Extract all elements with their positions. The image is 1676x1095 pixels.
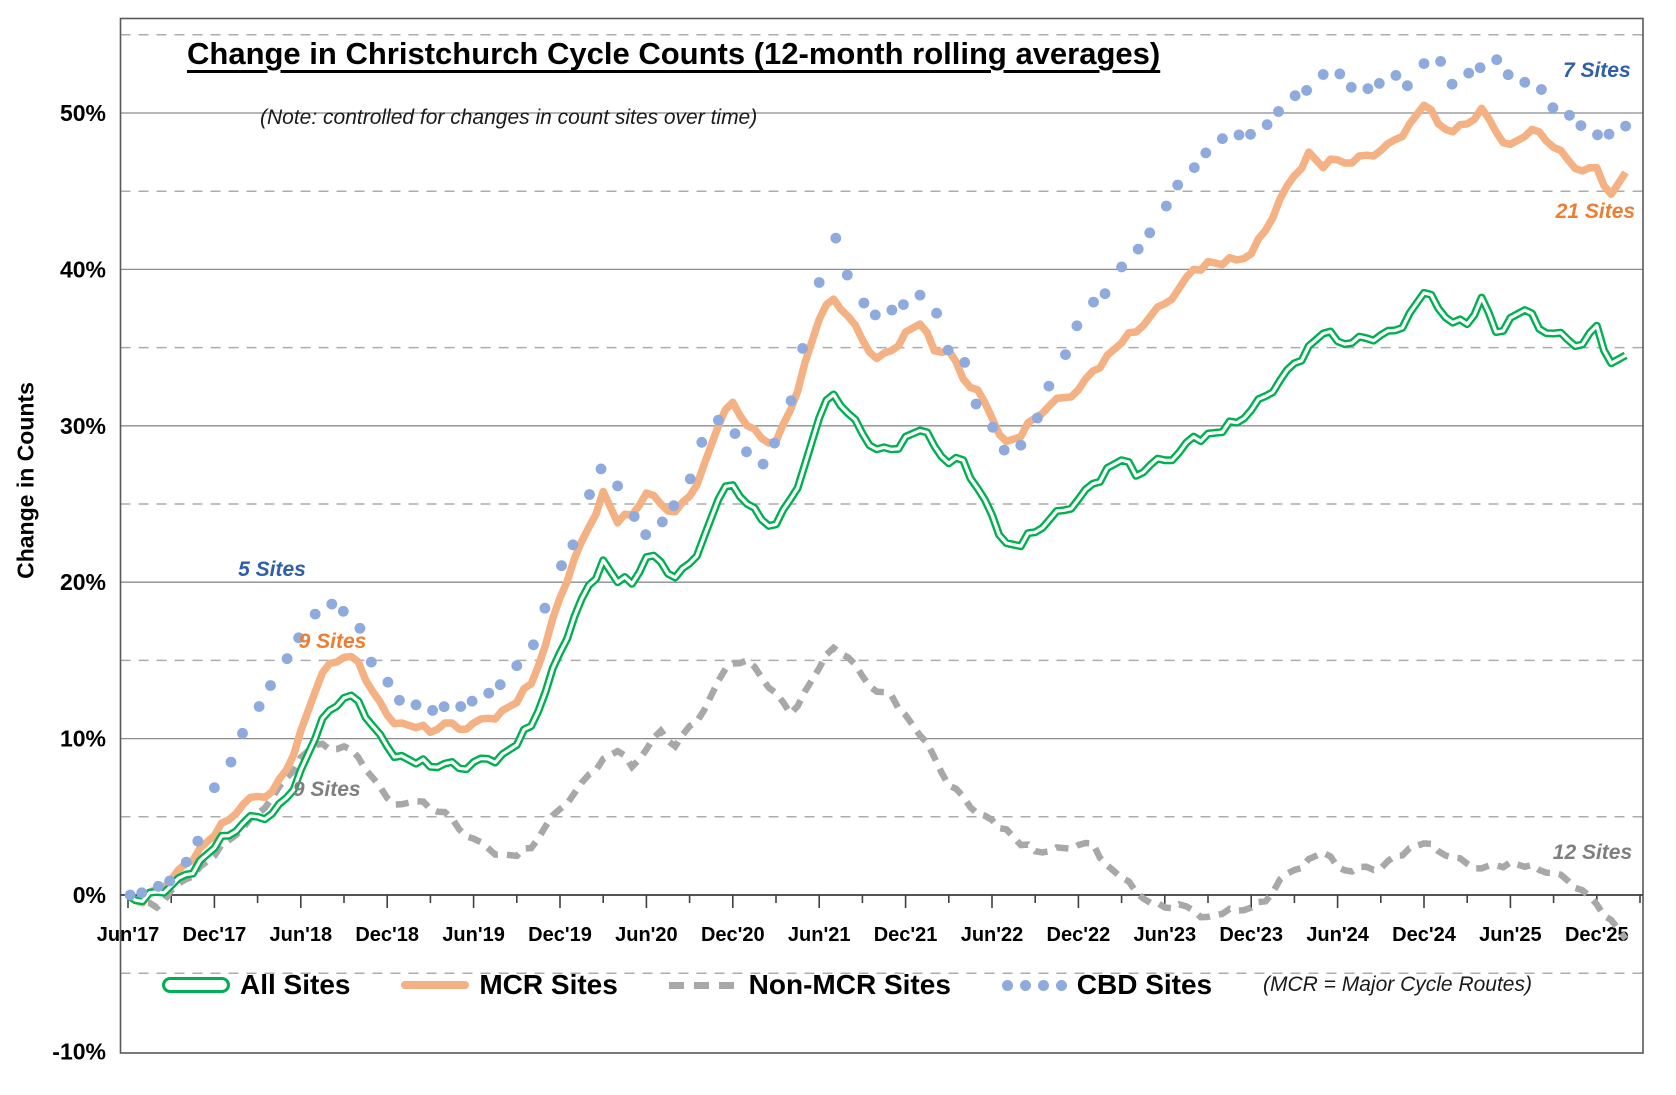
- annotation-7-sites-cbd: 7 Sites: [1562, 58, 1631, 82]
- annotation-9-sites-nonmcr: 9 Sites: [292, 778, 361, 802]
- non-mcr-sites-dash-swatch: [668, 981, 739, 989]
- series-non-mcr-sites: [126, 643, 1629, 941]
- x-tick-label: Jun'17: [97, 924, 160, 946]
- legend-label-non-mcr-sites: Non-MCR Sites: [748, 969, 951, 1000]
- x-tick-label: Dec'22: [1047, 924, 1111, 946]
- x-tick-label: Dec'21: [874, 924, 938, 946]
- y-tick-label: 40%: [60, 256, 106, 282]
- annotation-9-sites-mcr: 9 Sites: [298, 629, 367, 653]
- x-tick-label: Jun'21: [788, 924, 851, 946]
- x-tick-label: Jun'22: [961, 924, 1024, 946]
- all-sites-line-swatch: [162, 977, 230, 993]
- cbd-sites-dots-swatch: [1001, 979, 1067, 991]
- legend-item-mcr-sites: MCR Sites: [401, 969, 618, 1001]
- legend-label-mcr-sites: MCR Sites: [479, 969, 618, 1000]
- y-tick-label: 10%: [60, 726, 106, 752]
- legend-note: (MCR = Major Cycle Routes): [1263, 973, 1532, 996]
- plot-border: [119, 17, 1644, 1054]
- x-tick-label: Dec'23: [1219, 924, 1283, 946]
- annotation-21-sites-mcr: 21 Sites: [1555, 199, 1636, 223]
- legend-label-all-sites: All Sites: [240, 969, 351, 1000]
- y-tick-label: -10%: [52, 1038, 106, 1064]
- series-all-sites: [125, 288, 1628, 906]
- x-tick-label: Dec'17: [183, 924, 247, 946]
- y-tick-label: 0%: [73, 882, 106, 908]
- annotation-5-sites-cbd: 5 Sites: [238, 557, 306, 581]
- series-all-sites-core: [127, 291, 1627, 903]
- mcr-sites-line-swatch: [401, 981, 470, 989]
- x-tick-label: Dec'19: [528, 924, 592, 946]
- series-cbd-sites: [124, 54, 1631, 901]
- x-tick-label: Dec'18: [355, 924, 419, 946]
- x-tick-label: Dec'24: [1392, 924, 1457, 946]
- x-tick-label: Jun'18: [270, 924, 333, 946]
- x-tick-label: Jun'19: [442, 924, 505, 946]
- legend-item-non-mcr-sites: Non-MCR Sites: [668, 969, 951, 1001]
- x-tick-label: Jun'24: [1306, 924, 1369, 946]
- x-tick-label: Jun'25: [1479, 924, 1542, 946]
- y-tick-label: 20%: [60, 569, 106, 595]
- legend-label-cbd-sites: CBD Sites: [1076, 969, 1213, 1000]
- x-tick-label: Dec'20: [701, 924, 765, 946]
- x-tick-label: Jun'20: [615, 924, 678, 946]
- y-tick-label: 30%: [60, 413, 106, 439]
- legend-item-cbd-sites: CBD Sites: [1001, 969, 1213, 1001]
- x-tick-label: Dec'25: [1565, 924, 1629, 946]
- series-mcr-sites: [125, 101, 1629, 907]
- annotation-12-sites-nonmcr: 12 Sites: [1552, 840, 1633, 864]
- chart-subtitle: (Note: controlled for changes in count s…: [260, 106, 758, 129]
- legend-item-all-sites: All Sites: [162, 969, 350, 1001]
- legend: All Sites MCR Sites Non-MCR Sites CBD Si…: [162, 962, 1532, 1008]
- x-tick-label: Jun'23: [1134, 924, 1197, 946]
- chart-title: Change in Christchurch Cycle Counts (12-…: [187, 36, 1161, 71]
- y-tick-label: 50%: [60, 100, 106, 126]
- y-axis-title: Change in Counts: [12, 382, 39, 579]
